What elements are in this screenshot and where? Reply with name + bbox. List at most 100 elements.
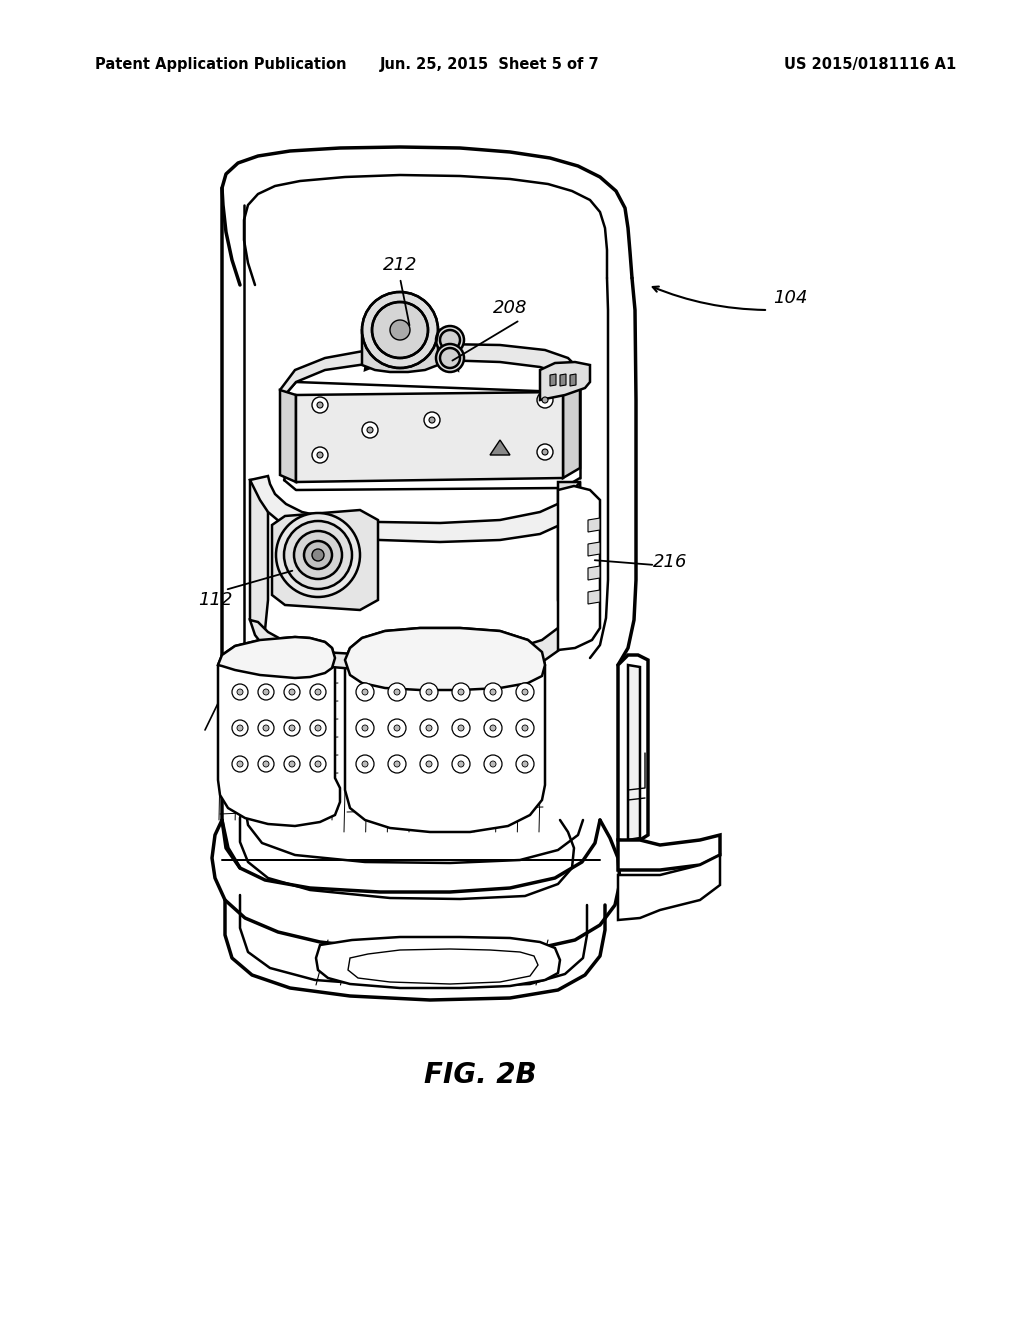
Polygon shape — [563, 381, 580, 478]
Polygon shape — [570, 374, 575, 385]
Circle shape — [388, 719, 406, 737]
Circle shape — [424, 412, 440, 428]
Circle shape — [426, 689, 432, 696]
Circle shape — [390, 319, 410, 341]
Circle shape — [310, 719, 326, 737]
Text: 216: 216 — [652, 553, 687, 572]
Circle shape — [237, 689, 243, 696]
Circle shape — [232, 684, 248, 700]
Polygon shape — [588, 543, 600, 556]
Circle shape — [458, 725, 464, 731]
Polygon shape — [250, 477, 580, 543]
Circle shape — [362, 422, 378, 438]
Circle shape — [394, 689, 400, 696]
Polygon shape — [365, 326, 458, 370]
Circle shape — [310, 756, 326, 772]
Polygon shape — [618, 836, 720, 870]
Circle shape — [452, 682, 470, 701]
Circle shape — [284, 684, 300, 700]
Circle shape — [232, 756, 248, 772]
Text: 104: 104 — [773, 289, 807, 308]
Circle shape — [537, 392, 553, 408]
Circle shape — [452, 719, 470, 737]
Circle shape — [362, 725, 368, 731]
Circle shape — [429, 417, 435, 422]
Text: US 2015/0181116 A1: US 2015/0181116 A1 — [784, 58, 956, 73]
Circle shape — [394, 762, 400, 767]
Circle shape — [522, 689, 528, 696]
Circle shape — [420, 755, 438, 774]
Circle shape — [315, 725, 321, 731]
Polygon shape — [345, 628, 545, 832]
Circle shape — [490, 725, 496, 731]
Circle shape — [284, 521, 352, 589]
Circle shape — [284, 756, 300, 772]
Circle shape — [289, 725, 295, 731]
Circle shape — [312, 549, 324, 561]
Polygon shape — [550, 374, 556, 385]
Circle shape — [484, 755, 502, 774]
Polygon shape — [558, 482, 580, 630]
Circle shape — [237, 725, 243, 731]
Circle shape — [232, 719, 248, 737]
Circle shape — [258, 756, 274, 772]
Circle shape — [516, 682, 534, 701]
Circle shape — [315, 762, 321, 767]
Circle shape — [362, 762, 368, 767]
Circle shape — [426, 762, 432, 767]
Circle shape — [284, 719, 300, 737]
Circle shape — [458, 689, 464, 696]
Polygon shape — [560, 374, 566, 385]
Circle shape — [388, 682, 406, 701]
Polygon shape — [250, 620, 568, 673]
Circle shape — [317, 403, 323, 408]
Text: Jun. 25, 2015  Sheet 5 of 7: Jun. 25, 2015 Sheet 5 of 7 — [380, 58, 600, 73]
Circle shape — [516, 755, 534, 774]
Circle shape — [452, 755, 470, 774]
Circle shape — [258, 684, 274, 700]
Circle shape — [420, 719, 438, 737]
Circle shape — [372, 302, 428, 358]
Circle shape — [436, 345, 464, 372]
Circle shape — [490, 689, 496, 696]
Circle shape — [315, 689, 321, 696]
Circle shape — [440, 330, 460, 350]
Polygon shape — [618, 655, 648, 842]
Circle shape — [537, 444, 553, 459]
Polygon shape — [628, 665, 640, 840]
Circle shape — [258, 719, 274, 737]
Circle shape — [310, 684, 326, 700]
Circle shape — [289, 689, 295, 696]
Polygon shape — [280, 389, 296, 482]
Polygon shape — [588, 517, 600, 532]
Polygon shape — [540, 362, 590, 400]
Circle shape — [394, 725, 400, 731]
Circle shape — [356, 755, 374, 774]
Polygon shape — [558, 486, 600, 649]
Polygon shape — [250, 480, 268, 630]
Circle shape — [289, 762, 295, 767]
Circle shape — [304, 541, 332, 569]
Circle shape — [367, 426, 373, 433]
Circle shape — [436, 326, 464, 354]
Circle shape — [388, 755, 406, 774]
Circle shape — [420, 682, 438, 701]
Circle shape — [458, 762, 464, 767]
Polygon shape — [362, 323, 438, 372]
Circle shape — [440, 348, 460, 368]
Circle shape — [484, 682, 502, 701]
Polygon shape — [296, 392, 563, 482]
Circle shape — [263, 689, 269, 696]
Polygon shape — [316, 937, 560, 987]
Polygon shape — [588, 566, 600, 579]
Circle shape — [312, 447, 328, 463]
Polygon shape — [348, 949, 538, 983]
Circle shape — [522, 762, 528, 767]
Circle shape — [484, 719, 502, 737]
Polygon shape — [490, 440, 510, 455]
Polygon shape — [588, 590, 600, 605]
Circle shape — [312, 397, 328, 413]
Text: 212: 212 — [383, 256, 417, 275]
Text: Patent Application Publication: Patent Application Publication — [95, 58, 346, 73]
Circle shape — [356, 682, 374, 701]
